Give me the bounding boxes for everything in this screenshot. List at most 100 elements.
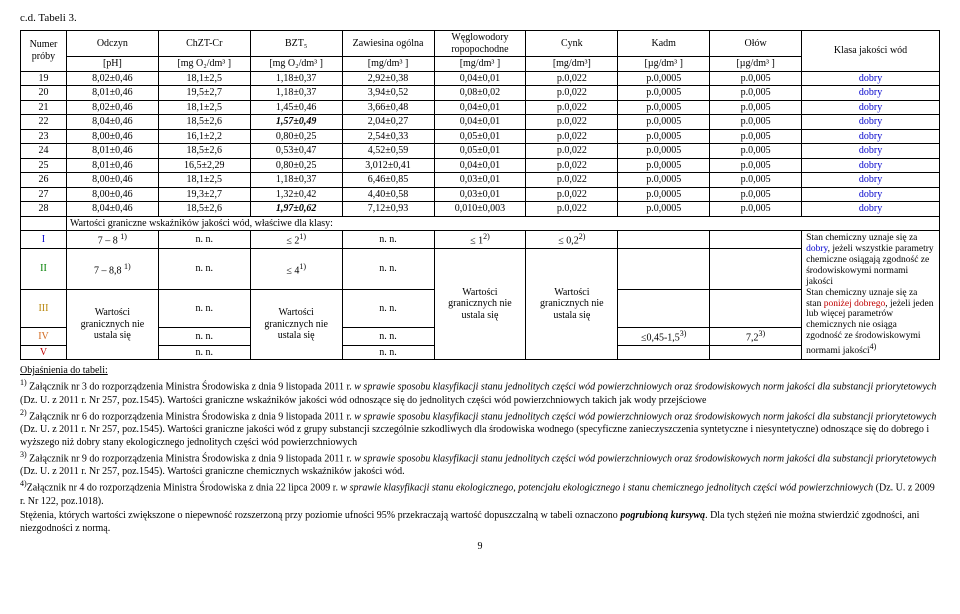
h-col2b: [pH] — [66, 57, 158, 72]
class-I-c6: ≤ 12) — [434, 231, 526, 249]
h-col10: Klasa jakości wód — [802, 31, 940, 72]
class-II-c9 — [710, 248, 802, 289]
state-note: Stan chemiczny uznaje się za dobry, jeże… — [802, 231, 940, 360]
table-cell: p.0,022 — [526, 115, 618, 130]
h-col7b: [mg/dm³] — [526, 57, 618, 72]
table-cell: 0,04±0,01 — [434, 158, 526, 173]
table-row: 208,01±0,4619,5±2,71,18±0,373,94±0,520,0… — [21, 86, 940, 101]
table-cell: p.0,005 — [710, 115, 802, 130]
table-cell: p.0,0005 — [618, 71, 710, 86]
table-cell: p.0,022 — [526, 71, 618, 86]
note-1: 1) Załącznik nr 3 do rozporządzenia Mini… — [20, 378, 940, 406]
table-cell: 3,012±0,41 — [342, 158, 434, 173]
table-cell: p.0,022 — [526, 202, 618, 217]
table-cell: 16,5±2,29 — [158, 158, 250, 173]
h-col6b: [mg/dm³ ] — [434, 57, 526, 72]
table-cell: 4,40±0,58 — [342, 187, 434, 202]
table-cell: 0,04±0,01 — [434, 71, 526, 86]
table-row: 278,00±0,4619,3±2,71,32±0,424,40±0,580,0… — [21, 187, 940, 202]
table-row: 248,01±0,4618,5±2,60,53±0,474,52±0,590,0… — [21, 144, 940, 159]
table-cell: 3,94±0,52 — [342, 86, 434, 101]
h-col6a: Węglowodory ropopochodne — [434, 31, 526, 57]
table-cell: 27 — [21, 187, 67, 202]
note-final: Stężenia, których wartości zwiększone o … — [20, 509, 940, 535]
table-cell: p.0,005 — [710, 100, 802, 115]
table-cell: 8,00±0,46 — [66, 173, 158, 188]
table-cell: 18,5±2,6 — [158, 115, 250, 130]
table-cell: 8,00±0,46 — [66, 129, 158, 144]
class-V-label: V — [21, 345, 67, 360]
table-cell: 16,1±2,2 — [158, 129, 250, 144]
table-cell: p.0,005 — [710, 86, 802, 101]
table-cell: p.0,0005 — [618, 129, 710, 144]
class-II-granicz-cynk: Wartości granicznych nie ustala się — [526, 248, 618, 359]
h-col7a: Cynk — [526, 31, 618, 57]
note-3: 3) Załącznik nr 9 do rozporządzenia Mini… — [20, 450, 940, 478]
table-cell: 2,92±0,38 — [342, 71, 434, 86]
class-III-granicz-zaw: Wartości granicznych nie ustala się — [250, 290, 342, 360]
table-row: 228,04±0,4618,5±2,61,57±0,492,04±0,270,0… — [21, 115, 940, 130]
table-cell: 8,01±0,46 — [66, 144, 158, 159]
table-cell: 8,01±0,46 — [66, 158, 158, 173]
table-cell: p.0,005 — [710, 144, 802, 159]
table-cell: p.0,0005 — [618, 158, 710, 173]
table-cell: 0,03±0,01 — [434, 173, 526, 188]
h-col9a: Ołów — [710, 31, 802, 57]
class-I-c3: n. n. — [158, 231, 250, 249]
table-cell: dobry — [802, 173, 940, 188]
table-cell: 26 — [21, 173, 67, 188]
table-cell: 3,66±0,48 — [342, 100, 434, 115]
h-col5b: [mg/dm³ ] — [342, 57, 434, 72]
class-IV-olow: 7,23) — [710, 327, 802, 345]
class-III-c3: n. n. — [158, 290, 250, 328]
table-cell: 0,03±0,01 — [434, 187, 526, 202]
table-cell: 28 — [21, 202, 67, 217]
table-cell: 2,54±0,33 — [342, 129, 434, 144]
table-cell: 1,18±0,37 — [250, 71, 342, 86]
table-cell: 2,04±0,27 — [342, 115, 434, 130]
class-II-c8 — [618, 248, 710, 289]
class-row-I: I 7 – 8 1) n. n. ≤ 21) n. n. ≤ 12) ≤ 0,2… — [21, 231, 940, 249]
table-cell: 21 — [21, 100, 67, 115]
h-col3a: ChZT-Cr — [158, 31, 250, 57]
table-cell: 8,00±0,46 — [66, 187, 158, 202]
note-4: 4)Załącznik nr 4 do rozporządzenia Minis… — [20, 479, 940, 507]
h-col4b: [mg O₂/dm³ ] — [250, 57, 342, 72]
table-cell: 0,04±0,01 — [434, 100, 526, 115]
class-III-label: III — [21, 290, 67, 328]
limits-header-row: Wartości graniczne wskaźników jakości wó… — [21, 216, 940, 231]
table-cell: 8,04±0,46 — [66, 115, 158, 130]
table-cell: p.0,0005 — [618, 202, 710, 217]
table-cell: 0,53±0,47 — [250, 144, 342, 159]
class-III-c5: n. n. — [342, 290, 434, 328]
h-col8b: [µg/dm³ ] — [618, 57, 710, 72]
table-cell: dobry — [802, 144, 940, 159]
table-cell: 19 — [21, 71, 67, 86]
class-III-c8 — [618, 290, 710, 328]
table-cell: p.0,022 — [526, 144, 618, 159]
table-row: 268,00±0,4618,1±2,51,18±0,376,46±0,850,0… — [21, 173, 940, 188]
table-row: 288,04±0,4618,5±2,61,97±0,627,12±0,930,0… — [21, 202, 940, 217]
table-cell: p.0,0005 — [618, 173, 710, 188]
class-V-c8 — [618, 345, 710, 360]
class-II-label: II — [21, 248, 67, 289]
h-col1: Numer próby — [21, 31, 67, 72]
table-row: 238,00±0,4616,1±2,20,80±0,252,54±0,330,0… — [21, 129, 940, 144]
table-cell: 0,010±0,003 — [434, 202, 526, 217]
table-cell: p.0,022 — [526, 100, 618, 115]
class-IV-c5: n. n. — [342, 327, 434, 345]
header-row-1: Numer próby Odczyn ChZT-Cr BZT₅ Zawiesin… — [21, 31, 940, 57]
class-IV-kadm: ≤0,45-1,53) — [618, 327, 710, 345]
page-number: 9 — [20, 541, 940, 552]
table-cell: 23 — [21, 129, 67, 144]
class-I-c7: ≤ 0,22) — [526, 231, 618, 249]
class-II-ph: 7 – 8,8 1) — [66, 248, 158, 289]
table-cell: p.0,0005 — [618, 115, 710, 130]
table-cell: p.0,005 — [710, 202, 802, 217]
table-cell: p.0,022 — [526, 86, 618, 101]
h-col3b: [mg O₂/dm³ ] — [158, 57, 250, 72]
table-cell: p.0,022 — [526, 173, 618, 188]
table-cell: p.0,005 — [710, 173, 802, 188]
table-cell: 18,5±2,6 — [158, 202, 250, 217]
h-col4a: BZT₅ — [250, 31, 342, 57]
